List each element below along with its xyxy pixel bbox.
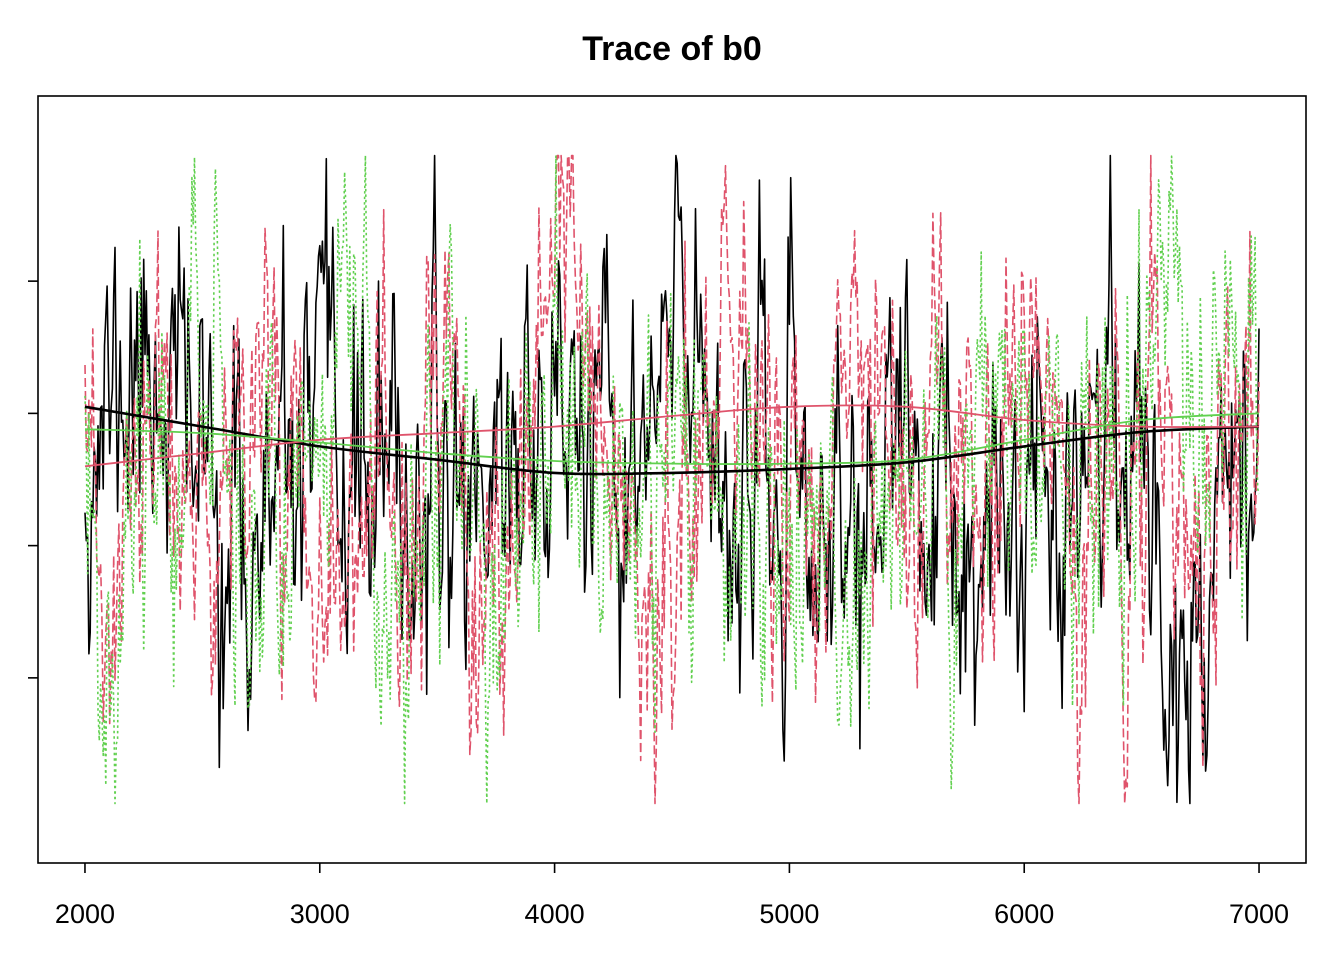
trace-line-2: [84, 154, 1260, 805]
trace-line-3: [84, 154, 1260, 805]
x-tick-label: 6000: [994, 899, 1054, 929]
axis-layer: 2000 3000 4000 5000 6000 7000: [28, 280, 1289, 929]
x-tick-label: 5000: [759, 899, 819, 929]
smooth-line-2: [84, 404, 1260, 468]
x-tick-label: 3000: [290, 899, 350, 929]
x-tick-label: 2000: [55, 899, 115, 929]
x-tick-label: 4000: [525, 899, 585, 929]
chart-title: Trace of b0: [582, 30, 762, 68]
plot-frame: [37, 95, 1307, 864]
smooth-line-3: [84, 412, 1260, 465]
smooth-line-1: [84, 405, 1260, 476]
x-tick-label: 7000: [1229, 899, 1289, 929]
series-layer: [84, 154, 1260, 805]
trace-line-1: [84, 154, 1260, 805]
